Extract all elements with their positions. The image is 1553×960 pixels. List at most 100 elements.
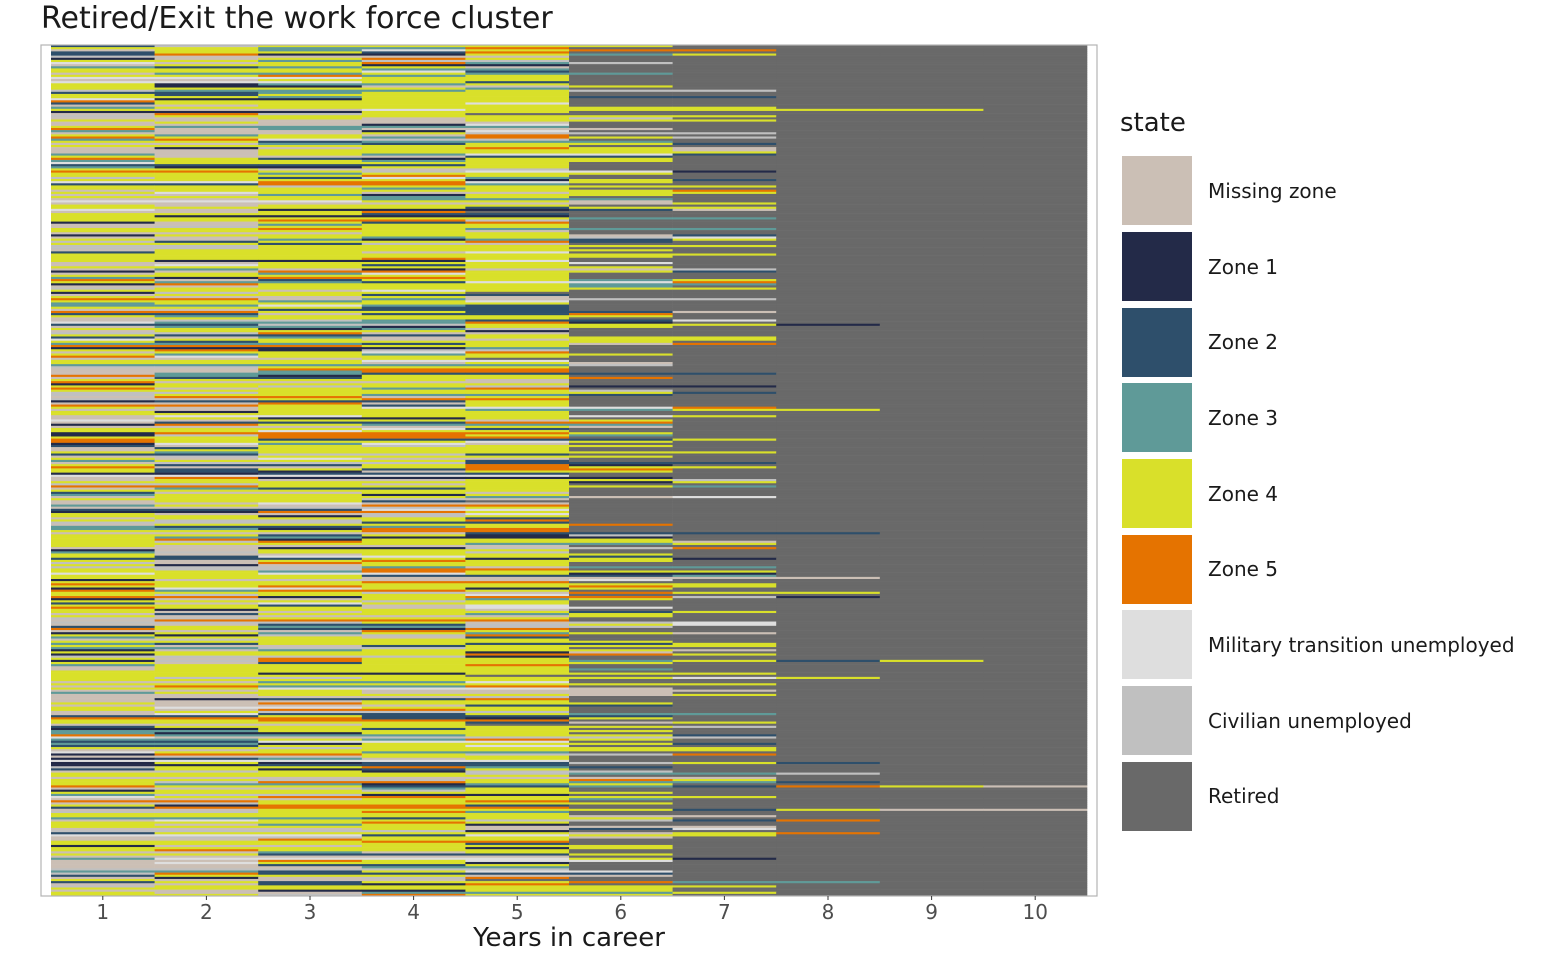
sequence-cell [361, 364, 466, 367]
sequence-cell [51, 306, 155, 310]
sequence-cell [361, 232, 466, 235]
sequence-cell [361, 472, 466, 476]
sequence-cell [569, 857, 673, 861]
sequence-cell [154, 521, 259, 524]
sequence-cell [361, 393, 466, 397]
sequence-cell [154, 455, 259, 459]
sequence-cell [154, 706, 259, 710]
sequence-cell [154, 262, 259, 265]
sequence-cell [154, 264, 259, 267]
sequence-cell [465, 859, 570, 863]
sequence-cell [569, 613, 673, 616]
sequence-cell [672, 276, 777, 280]
sequence-cell [361, 887, 466, 890]
sequence-cell [154, 234, 259, 237]
sequence-cell [672, 589, 777, 593]
sequence-cell [258, 85, 363, 88]
sequence-cell [776, 183, 881, 186]
sequence-cell [51, 438, 155, 442]
sequence-cell [465, 168, 570, 171]
sequence-cell [879, 155, 984, 159]
sequence-cell [569, 215, 673, 218]
sequence-cell [51, 87, 155, 90]
sequence-cell [983, 742, 1088, 746]
sequence-cell [672, 893, 777, 897]
sequence-cell [258, 104, 363, 107]
x-axis-ticks: 1 2 3 4 5 6 7 8 9 10 [96, 896, 1048, 924]
sequence-cell [672, 485, 777, 488]
sequence-cell [879, 591, 984, 595]
sequence-cell [258, 872, 363, 876]
sequence-cell [672, 655, 777, 659]
sequence-cell [879, 176, 984, 180]
sequence-cell [258, 208, 363, 212]
sequence-cell [154, 547, 259, 550]
sequence-cell [983, 817, 1088, 820]
sequence-cell [879, 855, 984, 859]
sequence-cell [569, 606, 673, 610]
sequence-cell [569, 100, 673, 103]
sequence-cell [361, 123, 466, 127]
sequence-cell [776, 140, 881, 144]
sequence-cell [154, 866, 259, 869]
sequence-cell [465, 293, 570, 297]
sequence-cell [465, 685, 570, 688]
sequence-cell [154, 755, 259, 759]
sequence-cell [51, 536, 155, 539]
sequence-cell [569, 138, 673, 142]
sequence-cell [361, 657, 466, 661]
sequence-cell [569, 668, 673, 671]
sequence-cell [361, 627, 466, 631]
sequence-cell [258, 53, 363, 56]
sequence-cell [51, 655, 155, 659]
sequence-cell [51, 755, 155, 759]
sequence-cell [465, 98, 570, 101]
sequence-cell [776, 738, 881, 741]
sequence-cell [983, 691, 1088, 695]
sequence-cell [361, 764, 466, 767]
sequence-cell [569, 55, 673, 59]
sequence-cell [465, 634, 570, 637]
sequence-cell [154, 736, 259, 739]
sequence-cell [983, 704, 1088, 707]
sequence-cell [361, 885, 466, 888]
sequence-cell [51, 606, 155, 610]
sequence-cell [258, 696, 363, 699]
sequence-cell [258, 510, 363, 514]
sequence-cell [465, 268, 570, 271]
sequence-cell [361, 53, 466, 56]
sequence-cell [569, 449, 673, 452]
sequence-cell [258, 470, 363, 473]
sequence-cell [465, 76, 570, 80]
sequence-cell [983, 270, 1088, 273]
sequence-cell [983, 300, 1088, 303]
sequence-cell [258, 540, 363, 544]
sequence-cell [569, 230, 673, 233]
sequence-cell [51, 889, 155, 893]
sequence-cell [776, 861, 881, 865]
sequence-cell [154, 357, 259, 361]
sequence-cell [51, 242, 155, 246]
sequence-cell [776, 787, 881, 790]
sequence-cell [154, 702, 259, 705]
sequence-cell [51, 719, 155, 722]
sequence-cell [51, 627, 155, 631]
sequence-cell [983, 393, 1088, 397]
sequence-cell [51, 402, 155, 405]
sequence-cell [154, 581, 259, 584]
sequence-cell [672, 685, 777, 688]
sequence-cell [361, 598, 466, 601]
sequence-cell [465, 557, 570, 561]
sequence-cell [154, 723, 259, 727]
sequence-cell [51, 376, 155, 380]
sequence-cell [776, 676, 881, 680]
sequence-cell [569, 753, 673, 756]
sequence-cell [776, 440, 881, 444]
sequence-cell [258, 144, 363, 148]
sequence-cell [879, 398, 984, 401]
sequence-cell [672, 287, 777, 290]
sequence-cell [983, 442, 1088, 446]
sequence-cell [258, 349, 363, 352]
sequence-cell [258, 110, 363, 114]
sequence-cell [776, 325, 881, 329]
